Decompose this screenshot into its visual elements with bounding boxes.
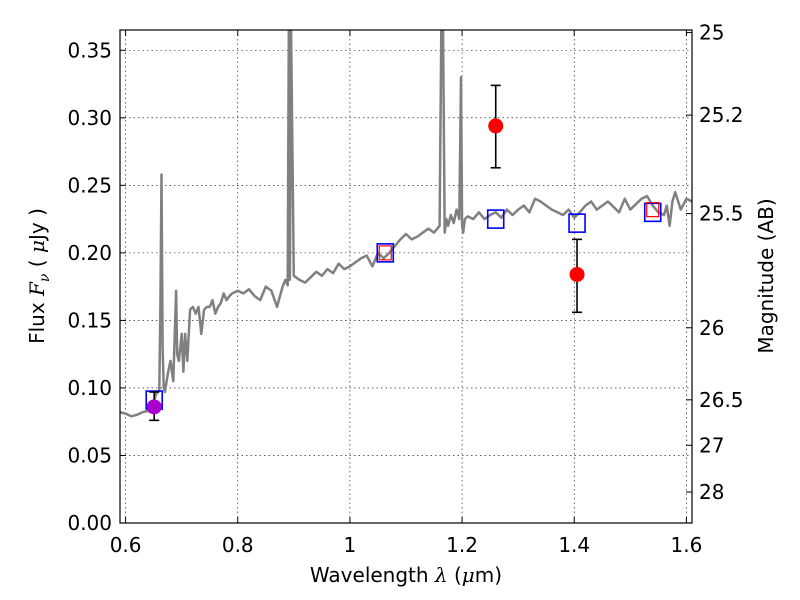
magnitude-tick-label: 28 <box>699 480 724 504</box>
observed-point <box>569 266 585 282</box>
y-tick-label: 0.15 <box>67 308 112 332</box>
y-tick-label: 0.25 <box>67 173 112 197</box>
spectrum-layer <box>120 30 692 418</box>
magnitude-tick-label: 25.2 <box>699 103 744 127</box>
y-tick-label: 0.10 <box>67 376 112 400</box>
magnitude-tick-label: 25.5 <box>699 202 744 226</box>
x-tick-label: 0.8 <box>222 533 254 557</box>
x-tick-label: 0.6 <box>110 533 142 557</box>
axis-ticks: 0.6 0.8 1 1.2 1.4 1.6 0.00 0.05 0.10 0.15 0.20 0.25… <box>67 21 743 557</box>
model-points-layer <box>145 202 662 410</box>
y-tick-label: 0.00 <box>67 511 112 535</box>
x-axis-label: Wavelength λ (μm) <box>310 563 502 587</box>
magnitude-tick-label: 26 <box>699 316 724 340</box>
y-tick-label: 0.05 <box>67 443 112 467</box>
spectrum-line <box>120 30 692 418</box>
model-inner-point <box>646 202 660 218</box>
y-axis-label: Flux Fν ( μJy ) <box>25 208 53 344</box>
model-point <box>376 243 395 263</box>
magnitude-axis-label: Magnitude (AB) <box>754 198 778 353</box>
x-tick-label: 1.4 <box>558 533 590 557</box>
grid-lines <box>120 30 692 524</box>
model-point <box>643 202 662 223</box>
x-tick-label: 1.2 <box>446 533 478 557</box>
plot-frame <box>119 29 693 524</box>
x-tick-label: 1 <box>344 533 357 557</box>
y-tick-label: 0.20 <box>67 241 112 265</box>
model-point <box>486 209 505 229</box>
model-inner-point <box>378 245 392 261</box>
magnitude-tick-label: 25 <box>699 21 724 45</box>
observed-point <box>488 118 504 134</box>
magnitude-tick-label: 26.5 <box>699 388 744 412</box>
y-tick-label: 0.35 <box>67 38 112 62</box>
observed-points-layer <box>146 84 585 422</box>
x-tick-label: 1.6 <box>670 533 702 557</box>
magnitude-tick-label: 27 <box>699 433 724 457</box>
model-point <box>568 213 586 233</box>
y-tick-label: 0.30 <box>67 106 112 130</box>
observed-point <box>146 399 162 415</box>
